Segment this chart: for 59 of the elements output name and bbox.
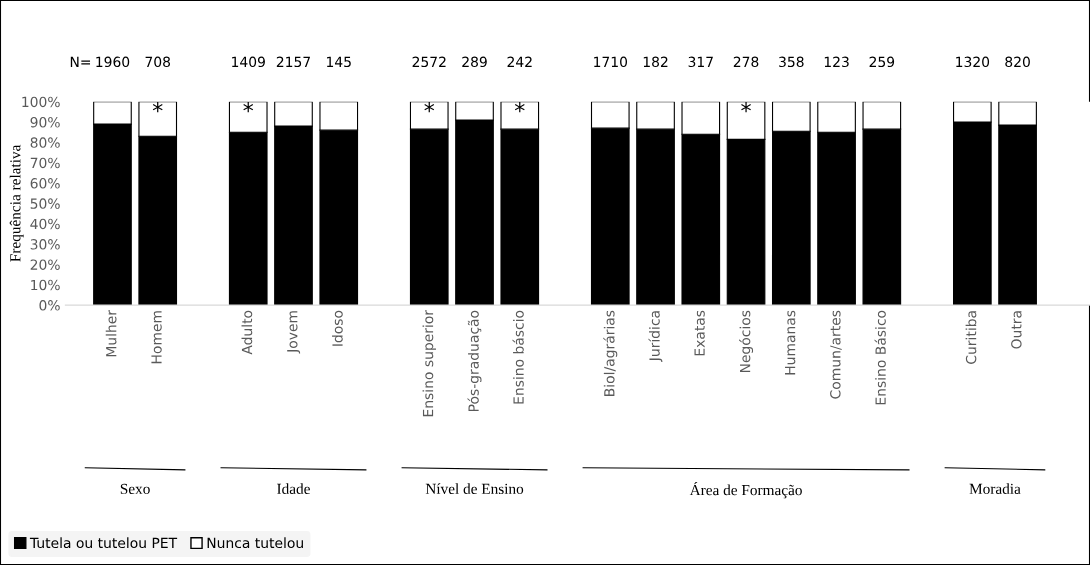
y-tick-label: 100% xyxy=(22,96,60,108)
text: 358 xyxy=(779,56,804,68)
text: Idade xyxy=(277,483,310,495)
x-tick-label: Humanas xyxy=(785,310,796,375)
text: Moradia xyxy=(969,483,1021,495)
x-tick-label: Idoso xyxy=(332,310,343,346)
text: 145 xyxy=(327,56,351,68)
text: Sexo xyxy=(120,483,150,495)
x-tick-label: Biol/agrárias xyxy=(603,310,618,396)
y-tick-label: 60% xyxy=(30,178,60,189)
text: Nível de Ensino xyxy=(425,483,524,495)
annotation: * xyxy=(741,102,751,113)
y-tick-label: 10% xyxy=(31,279,60,291)
text: 278 xyxy=(733,56,759,68)
x-tick-label: Pós-graduação xyxy=(467,310,482,412)
text: 317 xyxy=(688,56,713,68)
text: 2157 xyxy=(276,56,310,68)
text: 820 xyxy=(1005,56,1030,68)
text: 259 xyxy=(869,56,895,68)
x-tick-label: Ensino Básico xyxy=(874,310,886,405)
x-tick-label: Curitiba xyxy=(965,311,977,364)
text: N= xyxy=(70,56,91,67)
y-tick-label: 30% xyxy=(30,239,60,250)
x-tick-label: Mulher xyxy=(105,309,117,357)
text: 123 xyxy=(824,56,849,68)
y-tick-label: 50% xyxy=(30,198,60,209)
x-tick-label: Outra xyxy=(1011,311,1022,349)
x-tick-label: Ensino báscio xyxy=(512,310,524,404)
text: 1320 xyxy=(956,56,990,68)
legend-label: Nunca tutelou xyxy=(207,537,303,549)
annotation: * xyxy=(152,102,163,113)
y-axis-title: Frequência relativa xyxy=(9,144,24,262)
text: 289 xyxy=(462,56,487,68)
text: 708 xyxy=(145,56,171,68)
x-tick-label: Homem xyxy=(151,311,162,364)
y-tick-label: 80% xyxy=(30,137,60,148)
annotation: * xyxy=(424,102,435,113)
text: 1960 xyxy=(96,56,130,68)
text: 2572 xyxy=(412,56,446,68)
x-tick-label: Ensino superior xyxy=(422,309,436,417)
y-tick-label: 70% xyxy=(30,157,60,169)
x-tick-label: Exatas xyxy=(694,310,705,356)
x-tick-label: Comun/artes xyxy=(830,310,842,399)
y-tick-label: 0% xyxy=(39,300,60,311)
y-tick-label: 20% xyxy=(30,259,60,270)
x-tick-label: Adulto xyxy=(241,310,253,355)
annotation: * xyxy=(514,102,525,113)
text: 1710 xyxy=(594,56,628,68)
annotation: * xyxy=(243,102,254,113)
text: 1409 xyxy=(232,56,265,68)
x-tick-label: Jovem xyxy=(287,311,301,354)
y-tick-label: 90% xyxy=(30,117,60,128)
text: 242 xyxy=(507,56,532,67)
text: Área de Formação xyxy=(689,482,802,499)
legend-label: Tutela ou tutelou PET xyxy=(29,537,178,549)
text: 182 xyxy=(643,56,668,68)
x-tick-label: Jurídica xyxy=(648,311,663,362)
x-tick-label: Negócios xyxy=(739,310,754,373)
y-tick-label: 40% xyxy=(30,218,60,230)
